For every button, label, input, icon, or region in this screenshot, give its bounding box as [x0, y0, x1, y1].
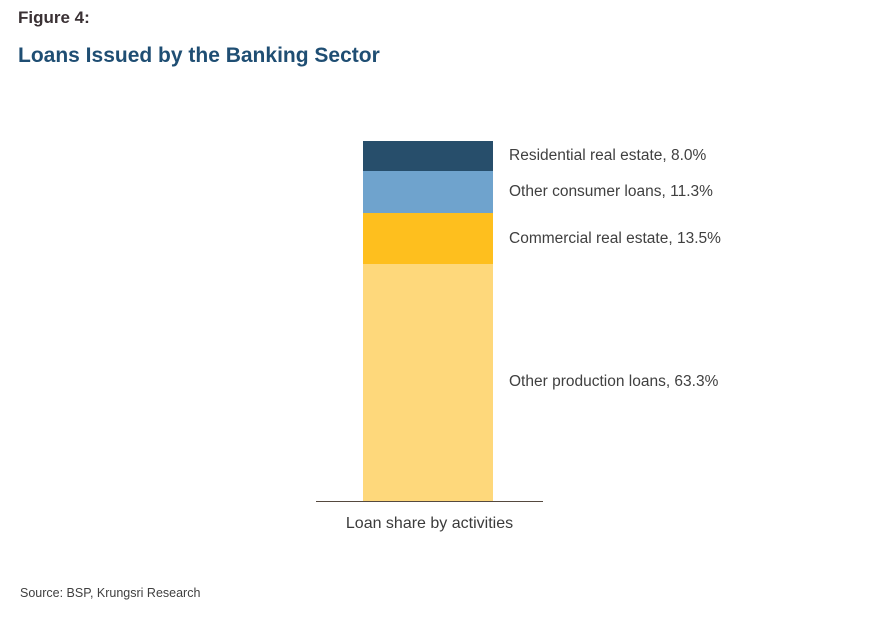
stacked-bar: [363, 141, 493, 501]
figure-number: Figure 4:: [18, 8, 90, 27]
source-note: Source: BSP, Krungsri Research: [20, 586, 201, 600]
x-axis-line: [316, 501, 543, 502]
bar-segment-commercial-real-estate: [363, 213, 493, 264]
bar-segment-other-consumer-loans: [363, 170, 493, 214]
bar-segment-other-production-loans: [363, 263, 493, 501]
bar-segment-residential-real-estate: [363, 141, 493, 171]
segment-label-other-consumer-loans: Other consumer loans, 11.3%: [509, 183, 713, 201]
segment-label-commercial-real-estate: Commercial real estate, 13.5%: [509, 229, 721, 247]
page-title: Loans Issued by the Banking Sector: [18, 44, 380, 67]
x-axis-label: Loan share by activities: [345, 515, 514, 532]
segment-label-other-production-loans: Other production loans, 63.3%: [509, 373, 719, 391]
segment-label-residential-real-estate: Residential real estate, 8.0%: [509, 146, 707, 164]
